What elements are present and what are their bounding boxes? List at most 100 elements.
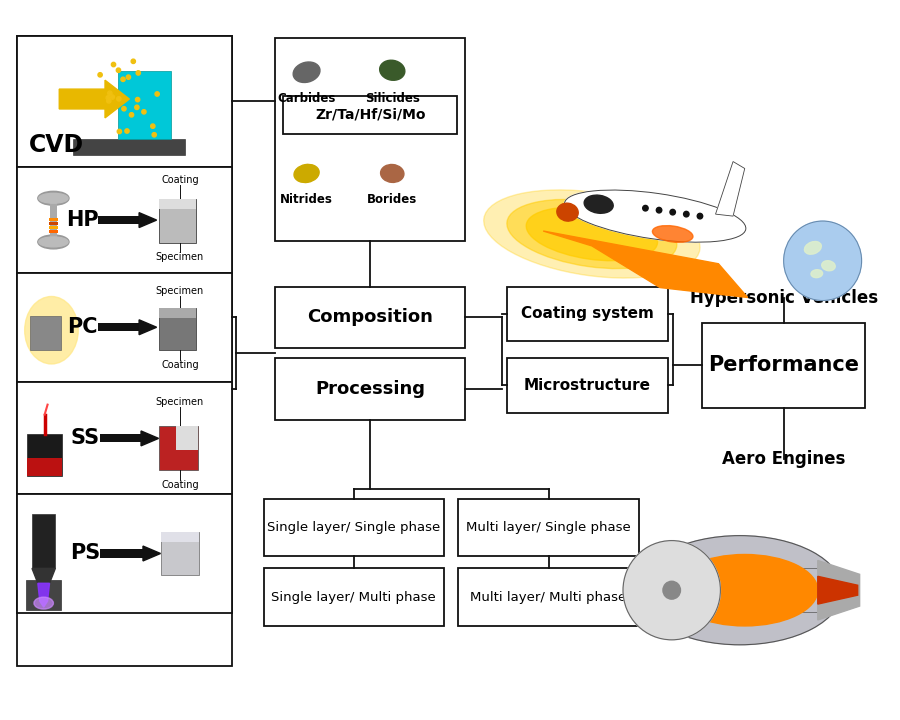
- Ellipse shape: [557, 203, 578, 221]
- Ellipse shape: [671, 554, 818, 626]
- Circle shape: [152, 132, 157, 137]
- Circle shape: [130, 112, 134, 117]
- Ellipse shape: [640, 564, 652, 582]
- FancyBboxPatch shape: [284, 96, 457, 134]
- Circle shape: [136, 71, 140, 75]
- Text: Single layer/ Multi phase: Single layer/ Multi phase: [272, 590, 436, 603]
- Circle shape: [142, 109, 146, 114]
- Circle shape: [623, 541, 720, 640]
- Circle shape: [126, 75, 130, 79]
- Text: Coating: Coating: [161, 480, 199, 490]
- Polygon shape: [818, 576, 858, 604]
- Ellipse shape: [700, 580, 706, 600]
- FancyBboxPatch shape: [27, 434, 62, 476]
- Text: Zr/Ta/Hf/Si/Mo: Zr/Ta/Hf/Si/Mo: [315, 108, 426, 122]
- Text: Multi layer/ Multi phase: Multi layer/ Multi phase: [471, 590, 626, 603]
- Ellipse shape: [822, 261, 835, 271]
- Ellipse shape: [564, 190, 746, 242]
- Circle shape: [155, 92, 159, 96]
- Text: PC: PC: [68, 318, 98, 337]
- FancyBboxPatch shape: [98, 323, 140, 331]
- Ellipse shape: [38, 235, 69, 249]
- FancyBboxPatch shape: [118, 71, 171, 139]
- FancyBboxPatch shape: [17, 382, 231, 494]
- Ellipse shape: [685, 608, 699, 621]
- Ellipse shape: [483, 190, 700, 278]
- FancyBboxPatch shape: [158, 308, 195, 350]
- FancyBboxPatch shape: [17, 35, 231, 665]
- FancyBboxPatch shape: [30, 316, 61, 350]
- FancyBboxPatch shape: [98, 216, 140, 224]
- Text: Specimen: Specimen: [156, 397, 204, 407]
- FancyBboxPatch shape: [17, 273, 231, 382]
- Text: Composition: Composition: [308, 308, 433, 326]
- Circle shape: [110, 95, 114, 99]
- Circle shape: [117, 130, 122, 134]
- Circle shape: [131, 59, 135, 63]
- Text: Silicides: Silicides: [364, 92, 419, 105]
- FancyBboxPatch shape: [158, 199, 195, 243]
- Text: Nitrides: Nitrides: [280, 193, 333, 207]
- Polygon shape: [32, 568, 56, 583]
- Text: Hypersonic Vehicles: Hypersonic Vehicles: [689, 289, 878, 307]
- Ellipse shape: [644, 559, 659, 573]
- FancyBboxPatch shape: [73, 139, 184, 155]
- Ellipse shape: [381, 164, 404, 182]
- Circle shape: [117, 96, 121, 101]
- Ellipse shape: [39, 237, 68, 247]
- FancyBboxPatch shape: [508, 358, 668, 413]
- Circle shape: [656, 207, 662, 213]
- Ellipse shape: [805, 241, 822, 254]
- Ellipse shape: [526, 207, 658, 261]
- Circle shape: [150, 124, 155, 128]
- FancyBboxPatch shape: [275, 287, 465, 348]
- Text: Microstructure: Microstructure: [524, 378, 651, 393]
- Ellipse shape: [24, 297, 78, 364]
- FancyBboxPatch shape: [50, 198, 58, 242]
- Circle shape: [108, 91, 112, 95]
- Circle shape: [112, 63, 116, 67]
- FancyBboxPatch shape: [264, 568, 444, 626]
- Circle shape: [106, 96, 111, 100]
- FancyBboxPatch shape: [17, 35, 231, 166]
- FancyBboxPatch shape: [49, 217, 58, 221]
- FancyBboxPatch shape: [160, 531, 200, 541]
- Text: Single layer/ Single phase: Single layer/ Single phase: [267, 521, 440, 534]
- Circle shape: [643, 205, 648, 211]
- Text: Multi layer/ Single phase: Multi layer/ Single phase: [466, 521, 631, 534]
- Ellipse shape: [692, 564, 704, 582]
- Ellipse shape: [698, 590, 706, 608]
- FancyBboxPatch shape: [160, 531, 200, 575]
- Text: Borides: Borides: [367, 193, 418, 207]
- Text: CVD: CVD: [29, 132, 85, 157]
- FancyBboxPatch shape: [158, 308, 195, 318]
- Ellipse shape: [638, 572, 645, 591]
- Ellipse shape: [380, 60, 405, 80]
- Circle shape: [784, 221, 861, 300]
- Text: Specimen: Specimen: [156, 286, 204, 295]
- Polygon shape: [38, 583, 50, 607]
- Ellipse shape: [507, 199, 677, 269]
- FancyBboxPatch shape: [158, 426, 197, 470]
- Polygon shape: [59, 80, 130, 118]
- Ellipse shape: [34, 597, 53, 609]
- Text: Carbides: Carbides: [277, 92, 336, 105]
- FancyBboxPatch shape: [275, 37, 465, 241]
- Circle shape: [122, 107, 126, 111]
- Ellipse shape: [640, 599, 652, 616]
- Ellipse shape: [692, 599, 704, 616]
- Ellipse shape: [637, 580, 643, 600]
- Circle shape: [698, 213, 703, 219]
- Ellipse shape: [698, 572, 706, 591]
- Ellipse shape: [637, 536, 842, 645]
- FancyBboxPatch shape: [100, 549, 143, 557]
- Ellipse shape: [650, 614, 668, 624]
- Ellipse shape: [676, 614, 694, 624]
- Text: PS: PS: [70, 544, 101, 564]
- FancyBboxPatch shape: [508, 287, 668, 341]
- Circle shape: [98, 73, 103, 77]
- Ellipse shape: [39, 193, 68, 203]
- Ellipse shape: [667, 556, 686, 562]
- FancyBboxPatch shape: [176, 426, 197, 450]
- Text: SS: SS: [71, 428, 100, 449]
